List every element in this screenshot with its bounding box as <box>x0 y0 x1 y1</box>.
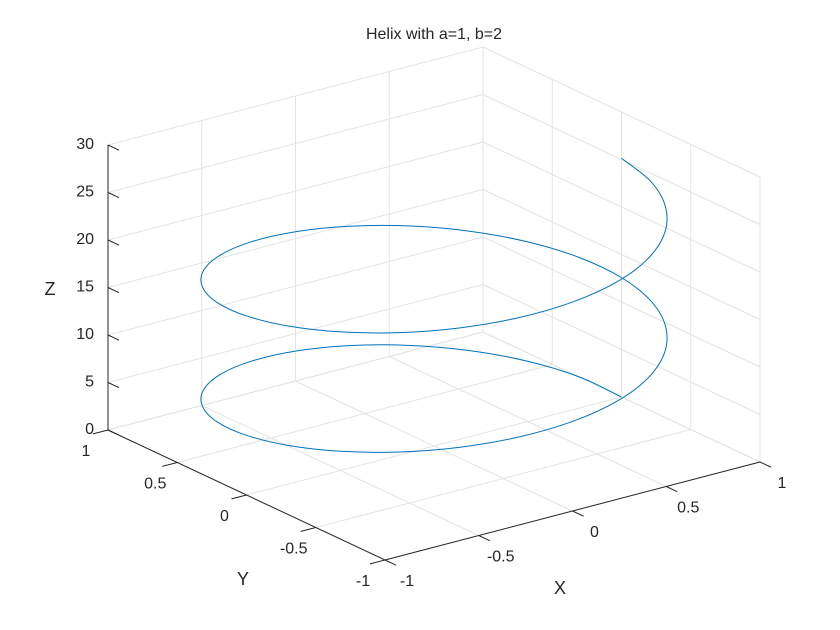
z-tick <box>107 429 120 436</box>
z-tick-label: 15 <box>76 279 94 296</box>
z-tick <box>107 192 120 199</box>
y-tick-label: -1 <box>356 573 370 590</box>
grid-line <box>107 94 484 193</box>
z-tick-label: 25 <box>76 184 94 201</box>
grid-line <box>315 429 691 528</box>
y-axis-label: Y <box>237 569 249 589</box>
z-tick <box>107 239 120 246</box>
y-tick <box>92 429 109 435</box>
x-axis-label: X <box>554 578 566 598</box>
x-tick <box>384 559 397 566</box>
grid-line <box>482 236 761 368</box>
z-tick <box>107 334 120 341</box>
x-tick <box>572 510 584 517</box>
grid-line <box>482 46 761 178</box>
grid-line <box>107 284 484 383</box>
grid-line <box>107 46 484 146</box>
grid-line <box>107 331 484 431</box>
x-tick-label: -0.5 <box>487 549 515 566</box>
y-tick <box>162 462 178 467</box>
x-tick-label: 0 <box>590 524 599 541</box>
y-tick-label: -0.5 <box>280 541 308 558</box>
z-tick-label: 20 <box>76 231 94 248</box>
x-tick-label: 1 <box>778 475 787 492</box>
grid-line <box>107 141 484 241</box>
x-tick <box>759 461 772 468</box>
helix-line <box>200 157 668 453</box>
x-tick <box>666 486 678 493</box>
grid-line <box>482 189 761 320</box>
y-tick-label: 1 <box>82 443 91 460</box>
grid-line <box>107 236 484 336</box>
z-axis-label: Z <box>45 279 56 299</box>
y-tick <box>369 559 386 565</box>
y-tick-label: 0.5 <box>144 476 166 493</box>
chart-title: Helix with a=1, b=2 <box>366 26 502 43</box>
y-tick-label: 0 <box>220 508 229 525</box>
x-tick <box>478 535 491 542</box>
z-tick <box>107 144 120 151</box>
y-tick <box>231 494 247 500</box>
grid-line <box>482 141 761 273</box>
y-tick <box>300 527 316 532</box>
z-tick-label: 0 <box>85 421 94 438</box>
z-tick-label: 5 <box>85 374 94 391</box>
z-tick-label: 10 <box>76 326 94 343</box>
x-tick-label: -1 <box>400 573 414 590</box>
x-tick-label: 0.5 <box>677 500 699 517</box>
grid-line <box>482 94 761 225</box>
grid-line <box>177 364 553 463</box>
z-tick-label: 30 <box>76 136 94 153</box>
grid-line <box>246 396 622 496</box>
z-tick <box>107 382 120 389</box>
grid-line <box>107 189 484 288</box>
grid-line <box>482 284 761 415</box>
z-tick <box>107 287 120 294</box>
